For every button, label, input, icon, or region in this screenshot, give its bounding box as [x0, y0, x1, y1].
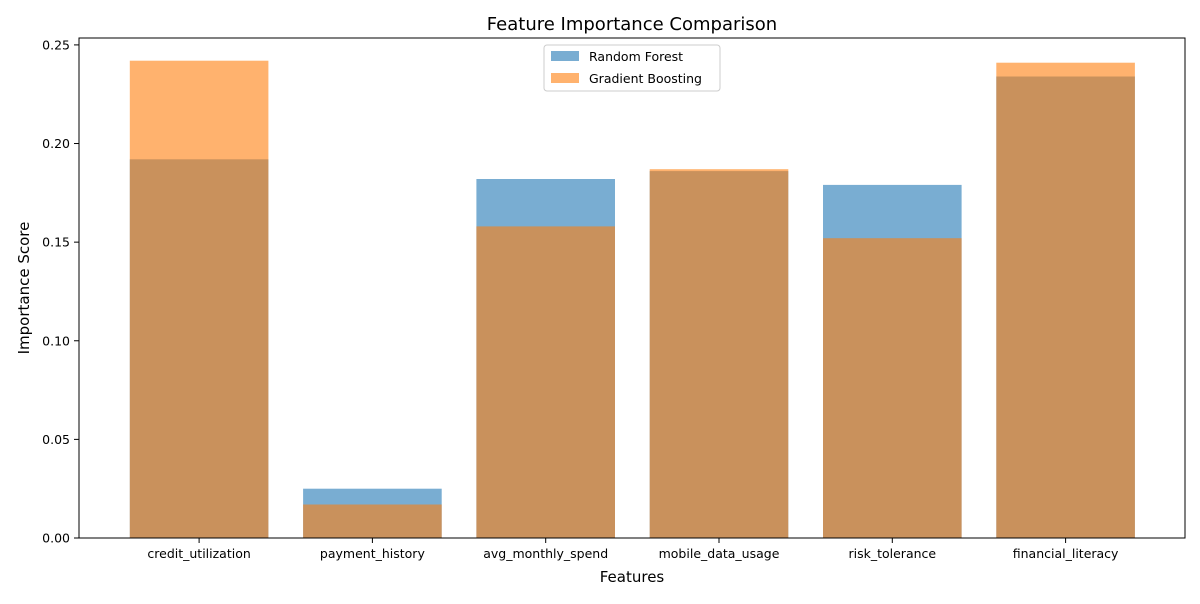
y-axis: 0.00 0.05 0.10 0.15 0.20 0.25 [42, 37, 79, 546]
plot-frame [78, 37, 1186, 539]
x-tick-label: payment_history [320, 546, 426, 561]
y-axis-label: Importance Score [15, 222, 33, 355]
bar-gradient-boosting-risk-tolerance [823, 238, 962, 538]
legend-box [543, 44, 721, 92]
x-tick-label: risk_tolerance [848, 546, 936, 561]
x-tick-label: credit_utilization [147, 546, 250, 561]
x-axis-label: Features [600, 568, 665, 586]
bar-gradient-boosting-avg-monthly-spend [476, 226, 615, 538]
chart-title: Feature Importance Comparison [487, 14, 777, 35]
bar-gradient-boosting-financial-literacy [996, 62, 1135, 538]
legend-swatch-random-forest [551, 51, 579, 61]
y-tick-label: 0.00 [42, 531, 70, 546]
x-tick-label: mobile_data_usage [659, 546, 780, 561]
legend-label-gradient-boosting: Gradient Boosting [589, 71, 702, 86]
y-tick-label: 0.25 [42, 37, 70, 52]
bar-gradient-boosting-payment-history [303, 504, 442, 538]
legend: Random Forest Gradient Boosting [543, 44, 721, 92]
bars-group [129, 60, 1135, 539]
legend-swatch-gradient-boosting [551, 73, 579, 83]
bar-gradient-boosting-credit-utilization [129, 60, 269, 538]
x-axis: credit_utilization payment_history avg_mon… [147, 538, 1119, 561]
y-tick-label: 0.10 [42, 333, 70, 348]
x-tick-label: avg_monthly_spend [483, 546, 608, 561]
legend-label-random-forest: Random Forest [589, 49, 683, 64]
x-tick-label: financial_literacy [1013, 546, 1119, 561]
bar-gradient-boosting-mobile-data-usage [649, 169, 789, 538]
y-tick-label: 0.15 [42, 235, 70, 250]
y-tick-label: 0.05 [42, 432, 70, 447]
y-tick-label: 0.20 [42, 136, 70, 151]
